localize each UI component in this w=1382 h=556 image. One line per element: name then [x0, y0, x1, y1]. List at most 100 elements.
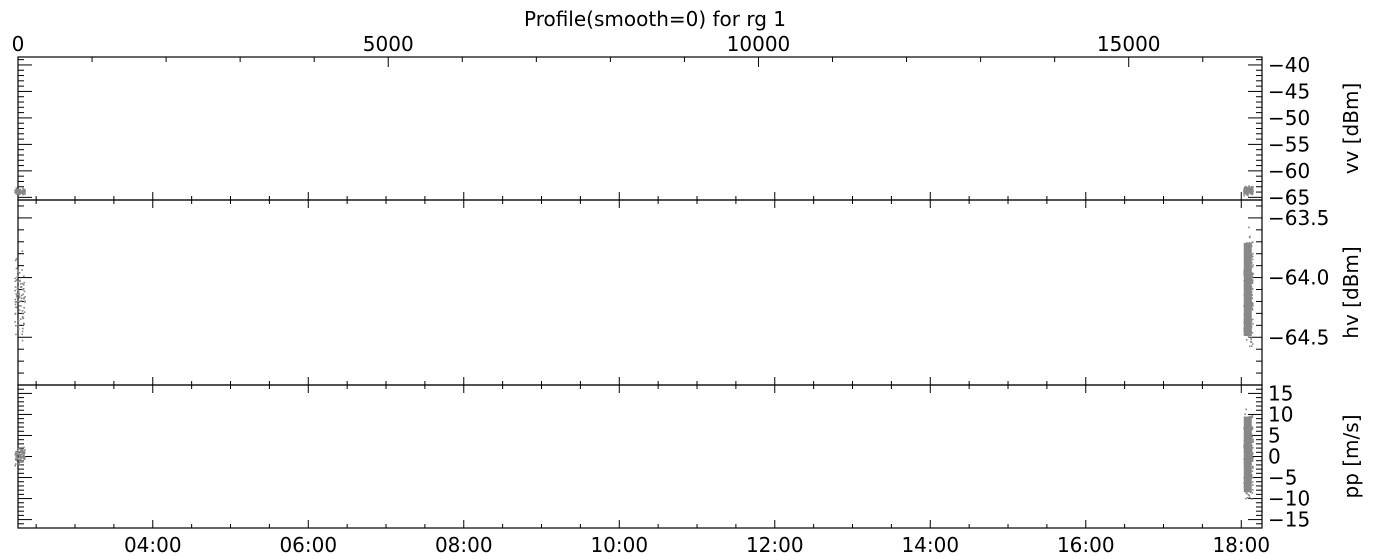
data-point: [1250, 434, 1253, 437]
data-point: [1244, 430, 1246, 432]
data-point: [1246, 271, 1249, 273]
data-point: [1249, 491, 1252, 494]
data-point: [1249, 415, 1251, 418]
data-point: [1243, 333, 1246, 335]
data-point: [1249, 192, 1252, 194]
data-point: [15, 455, 17, 457]
data-point: [1245, 319, 1248, 321]
data-point: [1247, 448, 1250, 451]
data-point: [1249, 279, 1252, 282]
data-point: [1248, 298, 1250, 300]
data-point: [1247, 463, 1250, 465]
data-point: [1247, 494, 1250, 496]
data-point: [1246, 300, 1249, 302]
data-point: [19, 280, 21, 283]
data-point: [22, 293, 25, 296]
data-point: [21, 339, 24, 342]
top-tick-label: 5000: [363, 32, 414, 56]
data-point: [14, 191, 16, 193]
data-point: [1247, 273, 1250, 275]
data-point: [1246, 305, 1249, 308]
data-point: [1244, 328, 1246, 331]
data-point: [1243, 486, 1246, 488]
data-point: [1245, 451, 1248, 453]
data-point: [16, 190, 19, 192]
data-point: [1251, 476, 1254, 479]
data-point: [1249, 282, 1252, 285]
data-point: [1247, 476, 1249, 479]
data-point: [1248, 470, 1251, 473]
data-point: [1246, 487, 1248, 489]
data-point: [1243, 327, 1245, 329]
data-point: [1247, 472, 1250, 474]
data-point: [18, 295, 21, 297]
data-point: [17, 324, 20, 326]
data-point: [1250, 277, 1253, 280]
data-point: [1245, 291, 1247, 294]
data-point: [16, 450, 18, 453]
data-point: [1247, 192, 1249, 194]
data-point: [1249, 322, 1251, 324]
data-point: [23, 191, 26, 194]
y-axis-label: vv [dBm]: [1339, 83, 1363, 175]
data-point: [1251, 288, 1254, 290]
data-point: [17, 327, 20, 330]
data-point: [1246, 263, 1249, 265]
data-point: [15, 193, 18, 195]
data-point: [1251, 456, 1253, 458]
data-point: [22, 312, 24, 315]
data-point: [1244, 299, 1246, 302]
data-point: [1245, 284, 1247, 287]
data-point: [15, 189, 17, 192]
data-point: [15, 453, 18, 455]
y-tick-label: −40: [1268, 53, 1310, 77]
data-point: [1249, 188, 1252, 191]
data-point: [1248, 188, 1250, 190]
data-point: [1245, 465, 1248, 468]
data-point: [1248, 442, 1251, 445]
data-point: [1243, 194, 1245, 197]
data-point: [16, 457, 19, 460]
data-point: [1243, 465, 1246, 468]
data-point: [1246, 259, 1249, 262]
data-point: [1244, 473, 1247, 476]
data-point: [1249, 452, 1251, 454]
data-point: [1243, 434, 1246, 437]
data-point: [16, 449, 19, 452]
data-point: [1251, 428, 1254, 431]
data-point: [1250, 439, 1253, 441]
bottom-axis: 04:00 06:00 08:00 10:00 12:00 14:00 16:00 18:00: [124, 533, 1270, 556]
data-point: [1252, 467, 1254, 469]
data-point: [15, 306, 17, 309]
data-point: [1247, 434, 1249, 436]
data-point: [1251, 262, 1253, 264]
data-point: [1248, 226, 1250, 229]
data-point: [1248, 419, 1251, 422]
data-point: [1244, 471, 1247, 474]
data-point: [1245, 303, 1248, 306]
data-point: [1246, 488, 1248, 490]
data-point: [1247, 449, 1249, 451]
data-point: [1246, 285, 1248, 288]
data-point: [1249, 267, 1252, 270]
data-point: [23, 458, 26, 461]
data-point: [1248, 496, 1251, 499]
data-point: [1247, 437, 1250, 439]
data-point: [1251, 481, 1254, 483]
x-tick-label: 14:00: [901, 533, 959, 556]
data-point: [1243, 428, 1246, 431]
data-point: [1250, 340, 1252, 343]
data-point: [17, 320, 20, 322]
data-point: [1247, 471, 1249, 473]
data-point: [21, 456, 24, 459]
data-point: [1251, 258, 1254, 261]
data-point: [1251, 279, 1254, 282]
data-point: [1247, 327, 1250, 330]
data-point: [16, 286, 19, 288]
y-tick-label: −64.5: [1268, 325, 1329, 349]
data-point: [20, 297, 23, 300]
data-point: [1251, 492, 1254, 494]
data-point: [20, 453, 23, 456]
data-point: [1243, 314, 1246, 317]
panel-frame: [17, 384, 1263, 529]
